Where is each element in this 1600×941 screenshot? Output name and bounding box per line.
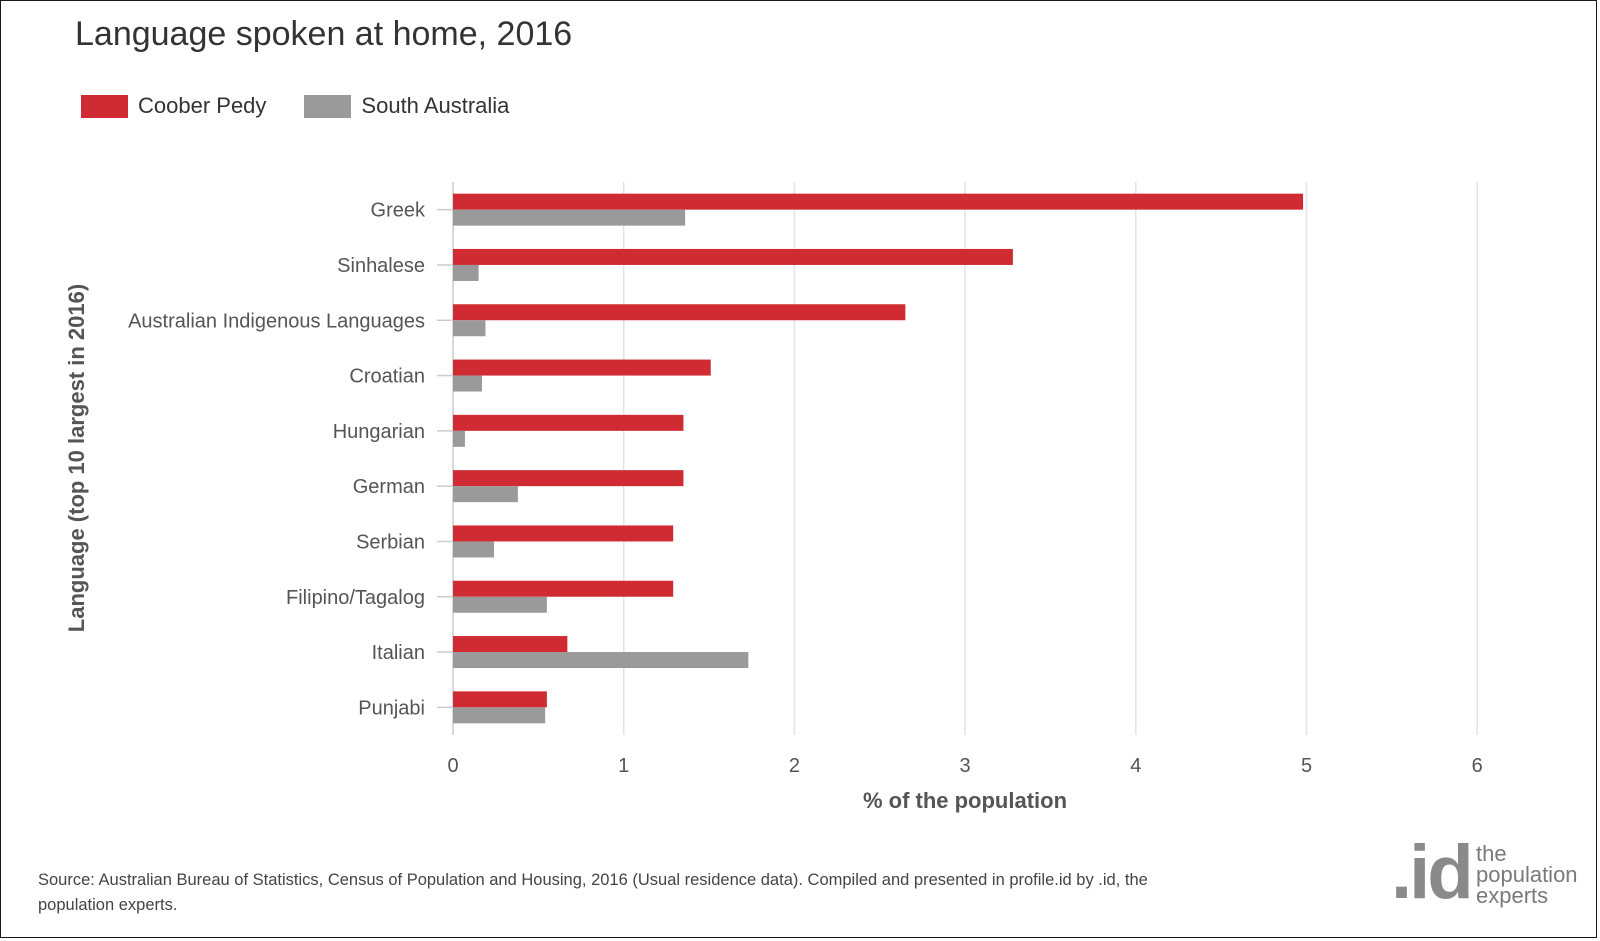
bar-coober-pedy-sinhalese <box>453 248 1013 265</box>
category-label-german: German <box>353 476 425 498</box>
category-label-hungarian: Hungarian <box>333 421 425 443</box>
x-tick-label: 1 <box>618 755 629 777</box>
category-label-greek: Greek <box>371 200 426 222</box>
bar-coober-pedy-punjabi <box>453 691 547 708</box>
bar-south-australia-croatian <box>453 375 483 392</box>
category-label-filipino-tagalog: Filipino/Tagalog <box>286 587 425 609</box>
bar-south-australia-hungarian <box>453 430 465 447</box>
bar-south-australia-sinhalese <box>453 264 479 281</box>
bar-south-australia-german <box>453 486 518 503</box>
category-label-italian: Italian <box>372 642 425 664</box>
bar-coober-pedy-filipino-tagalog <box>453 580 674 597</box>
x-axis-title: % of the population <box>863 788 1067 813</box>
id-logo: .id the population experts <box>1391 833 1591 921</box>
logo-tagline: the population experts <box>1476 841 1578 908</box>
legend-item-coober-pedy[interactable]: Coober Pedy <box>81 93 266 119</box>
legend-item-south-australia[interactable]: South Australia <box>304 93 509 119</box>
bar-coober-pedy-serbian <box>453 525 674 542</box>
bar-coober-pedy-hungarian <box>453 414 684 431</box>
y-axis-title: Language (top 10 largest in 2016) <box>64 284 89 632</box>
bar-chart: 0 1 2 3 4 5 6 Greek Sinhalese Australian Indigeno… <box>64 182 1483 813</box>
bar-south-australia-australian-indigenous-languages <box>453 320 486 337</box>
category-label-croatian: Croatian <box>349 366 425 388</box>
x-tick-label: 6 <box>1472 755 1483 777</box>
bar-coober-pedy-croatian <box>453 359 711 376</box>
category-label-sinhalese: Sinhalese <box>337 255 425 277</box>
bar-south-australia-punjabi <box>453 707 546 724</box>
legend: Coober Pedy South Australia <box>81 93 547 119</box>
logo-mark: .id <box>1391 830 1474 915</box>
category-label-serbian: Serbian <box>356 531 425 553</box>
bar-south-australia-serbian <box>453 541 494 558</box>
x-tick-label: 5 <box>1301 755 1312 777</box>
category-label-punjabi: Punjabi <box>358 697 425 719</box>
category-label-australian-indigenous-languages: Australian Indigenous Languages <box>128 310 425 332</box>
x-tick-label: 4 <box>1130 755 1141 777</box>
chart-title: Language spoken at home, 2016 <box>75 15 573 53</box>
bar-south-australia-greek <box>453 209 686 226</box>
bar-south-australia-filipino-tagalog <box>453 596 547 613</box>
legend-swatch-south-australia <box>304 94 352 118</box>
bar-coober-pedy-greek <box>453 193 1304 210</box>
bar-coober-pedy-german <box>453 470 684 487</box>
legend-label-south-australia: South Australia <box>361 93 510 118</box>
legend-swatch-coober-pedy <box>81 94 128 118</box>
bar-south-australia-italian <box>453 652 749 669</box>
bar-coober-pedy-italian <box>453 636 568 653</box>
x-tick-label: 3 <box>960 755 971 777</box>
legend-label-coober-pedy: Coober Pedy <box>138 93 267 118</box>
x-tick-label: 2 <box>789 755 800 777</box>
source-note: Source: Australian Bureau of Statistics,… <box>38 871 1148 914</box>
bar-coober-pedy-australian-indigenous-languages <box>453 304 906 321</box>
x-tick-label: 0 <box>447 755 458 777</box>
